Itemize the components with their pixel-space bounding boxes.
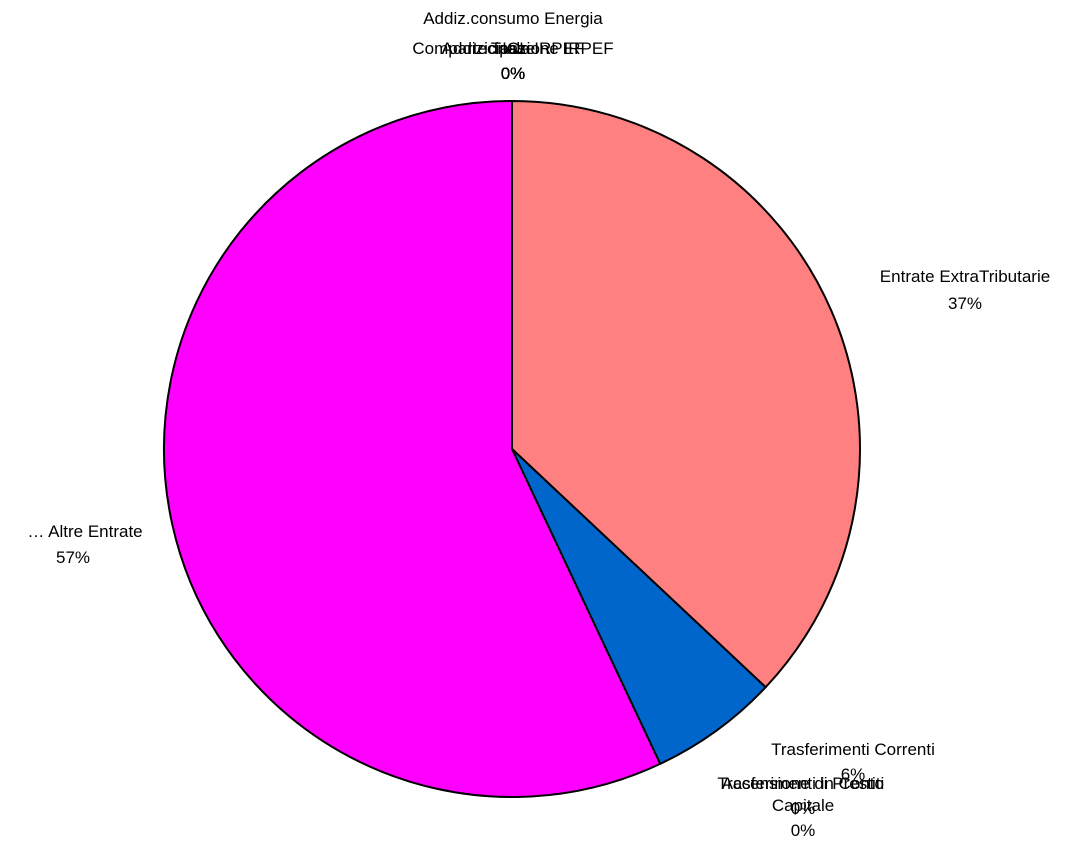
slice-label-compartecipazione-irpef: Compartecipazione IRPEF — [412, 39, 613, 58]
pie-slice-9 — [163, 100, 662, 798]
pie-labels: Addiz.consumo Energia Compartecipazione … — [27, 9, 1050, 840]
slice-label-addiz-energia: Addiz.consumo Energia — [423, 9, 603, 28]
slice-percent-addiz-energia: 0% — [501, 64, 526, 83]
pie-slice-5 — [511, 100, 861, 689]
slice-label-altre-entrate: … Altre Entrate — [27, 522, 142, 541]
slice-label-tasse: Tasse — [491, 39, 535, 58]
slice-percent-ici: 0% — [501, 64, 526, 83]
slice-percent-tasse: 0% — [501, 64, 526, 83]
pie-slices — [163, 100, 861, 798]
slice-percent-altre-entrate: 57% — [56, 548, 90, 567]
slice-label-trasferimenti-conto-capitale: Trasferimenti in Conto Capitale — [717, 774, 888, 815]
slice-label-accensione-prestiti: Accensione di Prestiti — [722, 774, 885, 793]
slice-percent-compartecipazione-irpef: 0% — [501, 64, 526, 83]
slice-percent-accensione-prestiti: 0% — [791, 799, 816, 818]
slice-label-entrate-extratributarie: Entrate ExtraTributarie — [880, 267, 1050, 286]
slice-percent-entrate-extratributarie: 37% — [948, 294, 982, 313]
slice-percent-trasferimenti-conto-capitale: 0% — [791, 821, 816, 840]
slice-label-ici: ICI — [502, 39, 524, 58]
slice-label-trasferimenti-correnti: Trasferimenti Correnti — [771, 740, 935, 759]
slice-label-addizionale-irpef: Addizionale IRPEF — [442, 39, 585, 58]
slice-percent-trasferimenti-correnti: 6% — [841, 765, 866, 784]
slice-percent-addizionale-irpef: 0% — [501, 64, 526, 83]
pie-slice-6 — [511, 448, 767, 765]
